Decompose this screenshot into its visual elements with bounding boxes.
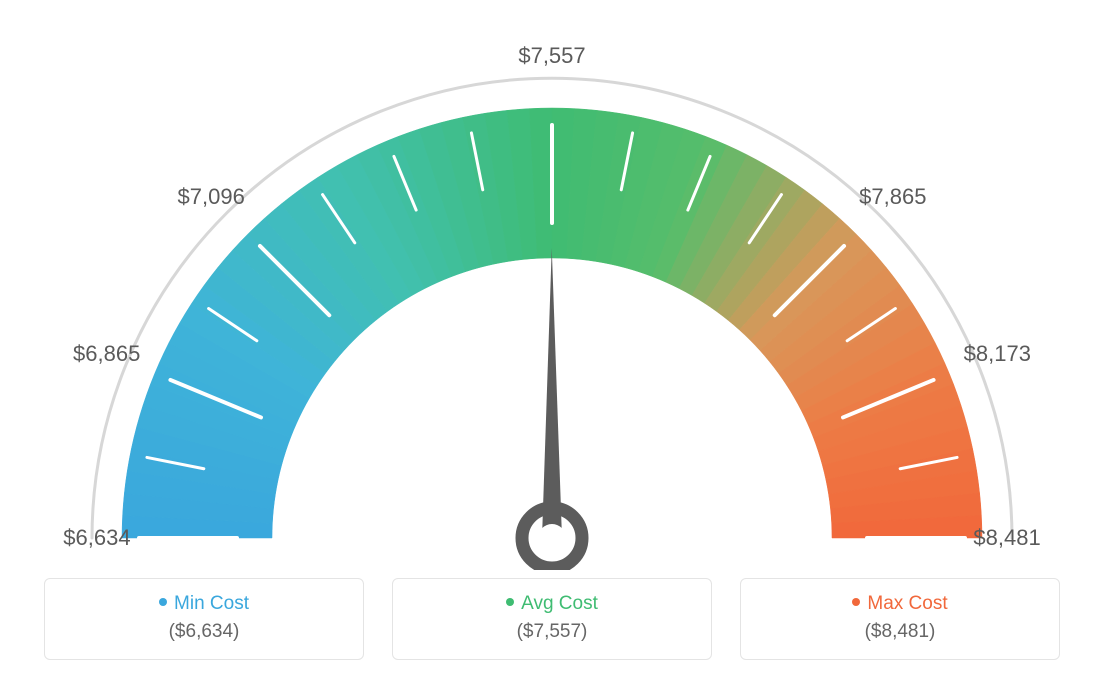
legend-label-avg: Avg Cost [521, 593, 598, 614]
legend-title-max: Max Cost [741, 593, 1059, 615]
gauge-svg [0, 0, 1104, 570]
legend-title-avg: Avg Cost [393, 593, 711, 615]
legend-label-min: Min Cost [174, 593, 249, 614]
gauge-tick-label: $7,557 [518, 43, 585, 69]
legend-dot-min [159, 598, 167, 606]
legend-card-avg: Avg Cost ($7,557) [392, 578, 712, 660]
legend-card-max: Max Cost ($8,481) [740, 578, 1060, 660]
gauge-needle [542, 248, 562, 538]
gauge-tick-label: $7,096 [178, 184, 245, 210]
legend-value-max: ($8,481) [741, 621, 1059, 643]
gauge-tick-label: $7,865 [859, 184, 926, 210]
legend-title-min: Min Cost [45, 593, 363, 615]
gauge-tick-label: $8,481 [973, 525, 1040, 551]
legend-label-max: Max Cost [867, 593, 947, 614]
legend-dot-avg [506, 598, 514, 606]
legend-card-min: Min Cost ($6,634) [44, 578, 364, 660]
legend-dot-max [852, 598, 860, 606]
gauge-tick-label: $6,865 [73, 341, 140, 367]
legend-row: Min Cost ($6,634) Avg Cost ($7,557) Max … [0, 578, 1104, 660]
gauge-tick-label: $8,173 [964, 341, 1031, 367]
legend-value-min: ($6,634) [45, 621, 363, 643]
gauge-tick-label: $6,634 [63, 525, 130, 551]
legend-value-avg: ($7,557) [393, 621, 711, 643]
gauge-chart: $6,634 $6,865 $7,096 $7,557 $7,865 $8,173 $8,4… [0, 0, 1104, 570]
